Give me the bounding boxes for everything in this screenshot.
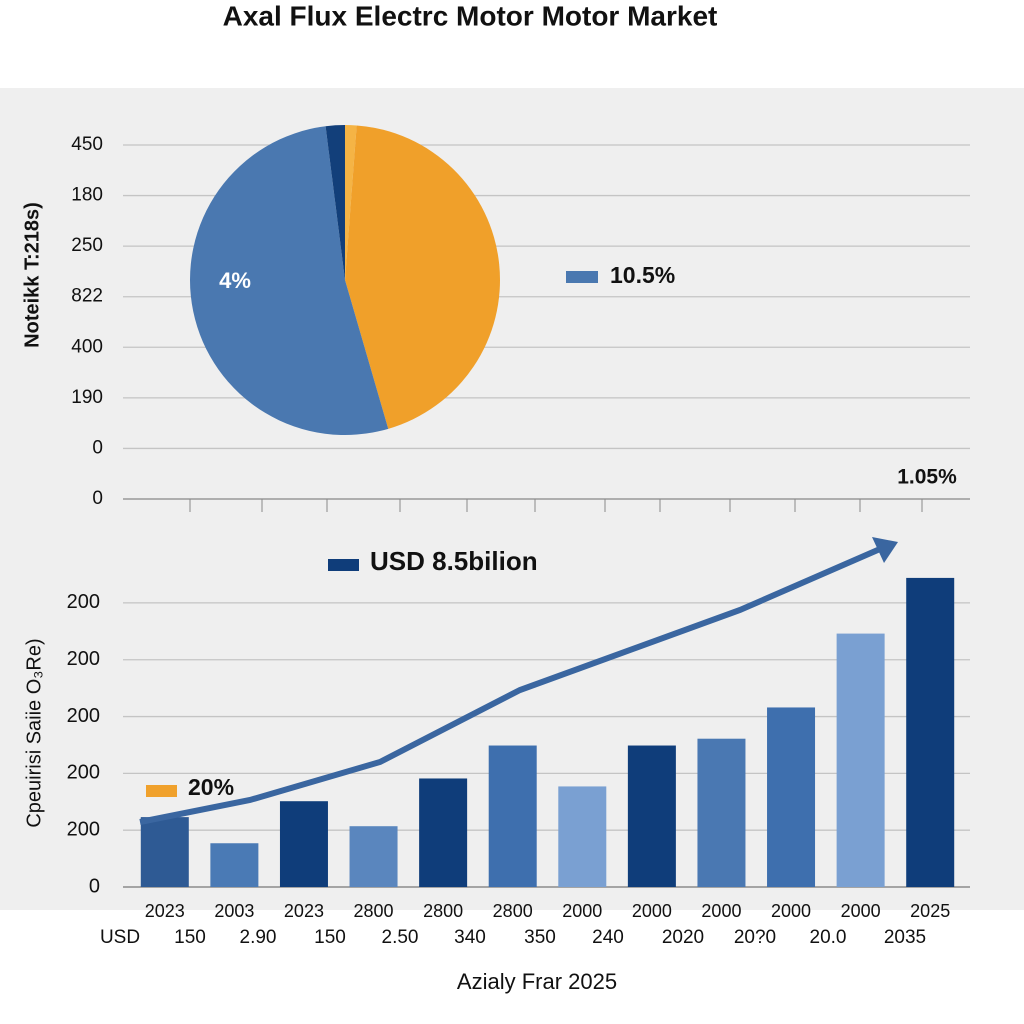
x-tick-label: 2000 xyxy=(701,901,741,921)
y-tick-label: 200 xyxy=(67,762,100,784)
legend-swatch xyxy=(328,559,359,571)
x-tick-label: 2000 xyxy=(841,901,881,921)
bar xyxy=(349,826,398,887)
x-tick-label-row2: 20.0 xyxy=(810,927,847,948)
y-tick-label: 190 xyxy=(71,387,103,408)
x-tick-label: 2800 xyxy=(423,901,463,921)
x-tick-label: 2800 xyxy=(493,901,533,921)
x-tick-label-row2: 2.90 xyxy=(240,927,277,948)
pie-slice xyxy=(190,126,389,435)
x-tick-label-row2: 2020 xyxy=(662,927,704,948)
y-axis-title: Cpeuirisi Saiie O₃Re) xyxy=(23,638,45,827)
pie-slice xyxy=(325,125,345,280)
legend-swatch xyxy=(566,271,598,283)
x-tick-label: 2023 xyxy=(145,901,185,921)
x-tick-label: 2025 xyxy=(910,901,950,921)
x-tick-label-row2: 150 xyxy=(314,927,346,948)
legend-label: 10.5% xyxy=(610,262,675,288)
x-tick-label: 2000 xyxy=(632,901,672,921)
x-tick-label-row2: USD xyxy=(100,927,140,948)
y-tick-label: 180 xyxy=(71,185,103,206)
y-tick-label: 450 xyxy=(71,134,103,155)
y-tick-label: 200 xyxy=(67,648,100,670)
x-axis-title: Azialy Frar 2025 xyxy=(457,969,617,994)
corner-label: 1.05% xyxy=(897,466,957,489)
x-tick-label-row2: 150 xyxy=(174,927,206,948)
legend-swatch xyxy=(146,785,177,797)
bar xyxy=(419,778,468,887)
y-tick-label: 250 xyxy=(71,235,103,256)
bar xyxy=(488,745,537,887)
x-tick-label: 2023 xyxy=(284,901,324,921)
pie-slice xyxy=(345,125,357,280)
arrow-head xyxy=(872,537,898,563)
pie-slice xyxy=(345,125,500,429)
x-tick-label-row2: 240 xyxy=(592,927,624,948)
bar xyxy=(767,707,816,887)
x-tick-label: 2000 xyxy=(562,901,602,921)
x-tick-label-row2: 20?0 xyxy=(734,927,776,948)
legend-label: USD 8.5bilion xyxy=(370,546,538,576)
x-tick-label-row2: 2.50 xyxy=(382,927,419,948)
x-tick-label: 2000 xyxy=(771,901,811,921)
y-tick-label: 0 xyxy=(89,875,100,897)
y-tick-label: 400 xyxy=(71,336,103,357)
bar xyxy=(279,801,328,887)
bar xyxy=(210,843,259,887)
trend-arrow xyxy=(139,546,882,825)
y-tick-label: 0 xyxy=(92,488,103,509)
bar xyxy=(558,786,607,887)
legend-label: 20% xyxy=(188,774,234,800)
chart-title: Axal Flux Electrc Motor Motor Market xyxy=(223,0,718,31)
bar xyxy=(906,577,955,887)
y-tick-label: 200 xyxy=(67,591,100,613)
x-tick-label-row2: 340 xyxy=(454,927,486,948)
bar xyxy=(697,738,746,887)
x-tick-label: 2003 xyxy=(214,901,254,921)
y-tick-label: 200 xyxy=(67,705,100,727)
bar xyxy=(140,817,189,887)
y-tick-label: 0 xyxy=(92,437,103,458)
slice-label: 4% xyxy=(219,268,251,293)
x-tick-label: 2800 xyxy=(354,901,394,921)
y-tick-label: 200 xyxy=(67,818,100,840)
y-tick-label: 822 xyxy=(71,286,103,307)
bar xyxy=(627,745,676,887)
x-tick-label-row2: 350 xyxy=(524,927,556,948)
bar xyxy=(836,633,885,887)
y-axis-title: Noteikk T:218s) xyxy=(21,202,43,348)
x-tick-label-row2: 2035 xyxy=(884,927,926,948)
